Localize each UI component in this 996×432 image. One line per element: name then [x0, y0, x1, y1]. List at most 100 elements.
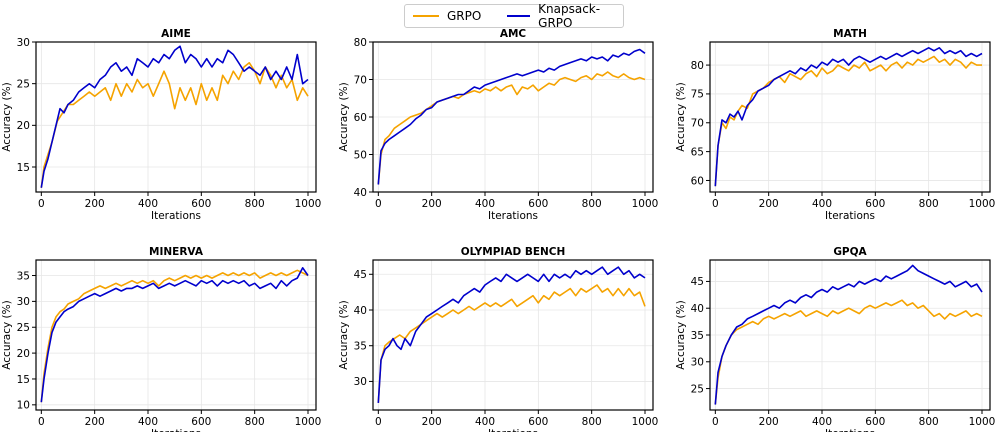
amc-x-axis-label: Iterations	[488, 210, 538, 222]
olympiad-bench-chart-title: OLYMPIAD BENCH	[461, 246, 566, 258]
olympiad-bench-x-axis-label: Iterations	[488, 428, 538, 432]
gpqa-xtick-label-600: 600	[865, 416, 885, 428]
minerva-xtick-label-800: 800	[245, 416, 265, 428]
aime-ytick-label-20: 20	[17, 120, 30, 132]
minerva-y-axis-label: Accuracy (%)	[1, 300, 13, 369]
amc-xtick-label-400: 400	[475, 198, 495, 210]
gpqa-x-axis-label: Iterations	[825, 428, 875, 432]
olympiad-bench-ytick-label-30: 30	[354, 376, 367, 388]
olympiad-bench-ytick-label-40: 40	[354, 305, 367, 317]
minerva-series-grpo	[40, 269, 309, 403]
olympiad-bench-xtick-label-200: 200	[422, 416, 442, 428]
aime-ytick-label-30: 30	[17, 37, 30, 49]
aime-x-axis-label: Iterations	[151, 210, 201, 222]
minerva-ytick-label-15: 15	[17, 374, 30, 386]
gpqa-ytick-label-35: 35	[691, 330, 704, 342]
math-ytick-label-70: 70	[691, 118, 704, 130]
minerva-xtick-label-600: 600	[191, 416, 211, 428]
gpqa-xtick-label-400: 400	[812, 416, 832, 428]
aime-ytick-label-25: 25	[17, 78, 30, 90]
minerva-ytick-label-35: 35	[17, 270, 30, 282]
minerva-ytick-label-30: 30	[17, 296, 30, 308]
amc-ytick-label-60: 60	[354, 112, 367, 124]
gpqa-xtick-label-800: 800	[919, 416, 939, 428]
math-xtick-label-200: 200	[759, 198, 779, 210]
olympiad-bench-xtick-label-1000: 1000	[632, 416, 659, 428]
amc-xtick-label-800: 800	[582, 198, 602, 210]
legend-label-grpo: GRPO	[447, 9, 482, 23]
amc-ytick-label-70: 70	[354, 74, 367, 86]
olympiad-bench-ytick-label-45: 45	[354, 269, 367, 281]
aime-xtick-label-800: 800	[245, 198, 265, 210]
amc-ytick-label-40: 40	[354, 187, 367, 199]
math-y-axis-label: Accuracy (%)	[675, 82, 687, 151]
gpqa-y-axis-label: Accuracy (%)	[675, 300, 687, 369]
olympiad-bench-xtick-label-400: 400	[475, 416, 495, 428]
math-xtick-label-0: 0	[712, 198, 719, 210]
aime-xtick-label-400: 400	[138, 198, 158, 210]
minerva-xtick-label-0: 0	[38, 416, 45, 428]
minerva-x-axis-label: Iterations	[151, 428, 201, 432]
amc-chart-title: AMC	[500, 28, 527, 40]
olympiad-bench-xtick-label-600: 600	[528, 416, 548, 428]
amc-xtick-label-1000: 1000	[632, 198, 659, 210]
math-plot-frame	[709, 41, 991, 193]
math-series-grpo	[714, 55, 982, 187]
gpqa-xtick-label-1000: 1000	[969, 416, 996, 428]
minerva-ytick-label-10: 10	[17, 400, 30, 412]
gpqa-xtick-label-200: 200	[759, 416, 779, 428]
aime-plot-frame	[35, 41, 317, 193]
olympiad-bench-y-axis-label: Accuracy (%)	[338, 300, 350, 369]
gpqa-series-grpo	[714, 299, 983, 405]
gpqa-series-knapsack-grpo	[714, 264, 983, 405]
minerva-ytick-label-25: 25	[17, 322, 30, 334]
gpqa-chart-title: GPQA	[833, 246, 867, 258]
aime-series-grpo	[40, 62, 309, 188]
minerva-chart-title: MINERVA	[149, 246, 204, 258]
gpqa-ytick-label-45: 45	[691, 276, 704, 288]
math-ytick-label-65: 65	[691, 146, 704, 158]
aime-ytick-label-15: 15	[17, 162, 30, 174]
olympiad-bench-series-grpo	[377, 284, 646, 403]
olympiad-bench-plot-frame	[372, 259, 654, 411]
amc-xtick-label-200: 200	[422, 198, 442, 210]
math-ytick-label-80: 80	[691, 60, 704, 72]
amc-xtick-label-0: 0	[375, 198, 382, 210]
minerva-series-knapsack-grpo	[40, 267, 309, 403]
math-xtick-label-1000: 1000	[969, 198, 996, 210]
minerva-xtick-label-400: 400	[138, 416, 158, 428]
amc-ytick-label-50: 50	[354, 149, 367, 161]
legend-line-grpo	[413, 15, 439, 17]
aime-xtick-label-600: 600	[191, 198, 211, 210]
aime-xtick-label-1000: 1000	[295, 198, 322, 210]
minerva-ytick-label-20: 20	[17, 348, 30, 360]
math-ytick-label-60: 60	[691, 175, 704, 187]
math-chart-title: MATH	[833, 28, 867, 40]
aime-xtick-label-0: 0	[38, 198, 45, 210]
olympiad-bench-xtick-label-800: 800	[582, 416, 602, 428]
legend-line-knapsack-grpo	[507, 15, 531, 17]
gpqa-ytick-label-30: 30	[691, 357, 704, 369]
amc-y-axis-label: Accuracy (%)	[338, 82, 350, 151]
minerva-plot-frame	[35, 259, 317, 411]
minerva-xtick-label-200: 200	[85, 416, 105, 428]
aime-xtick-label-200: 200	[85, 198, 105, 210]
math-xtick-label-400: 400	[812, 198, 832, 210]
olympiad-bench-series-knapsack-grpo	[377, 266, 646, 403]
gpqa-ytick-label-40: 40	[691, 303, 704, 315]
aime-series-knapsack-grpo	[40, 45, 309, 188]
legend-item-grpo: GRPO	[413, 9, 481, 23]
amc-series-knapsack-grpo	[377, 48, 646, 185]
aime-chart-title: AIME	[161, 28, 191, 40]
legend: GRPO Knapsack-GRPO	[404, 2, 624, 30]
math-series-knapsack-grpo	[714, 47, 983, 187]
math-ytick-label-75: 75	[691, 89, 704, 101]
math-xtick-label-600: 600	[865, 198, 885, 210]
amc-series-grpo	[377, 71, 646, 185]
legend-label-knapsack-grpo: Knapsack-GRPO	[538, 2, 601, 30]
olympiad-bench-ytick-label-35: 35	[354, 341, 367, 353]
aime-y-axis-label: Accuracy (%)	[1, 82, 13, 151]
olympiad-bench-xtick-label-0: 0	[375, 416, 382, 428]
math-x-axis-label: Iterations	[825, 210, 875, 222]
